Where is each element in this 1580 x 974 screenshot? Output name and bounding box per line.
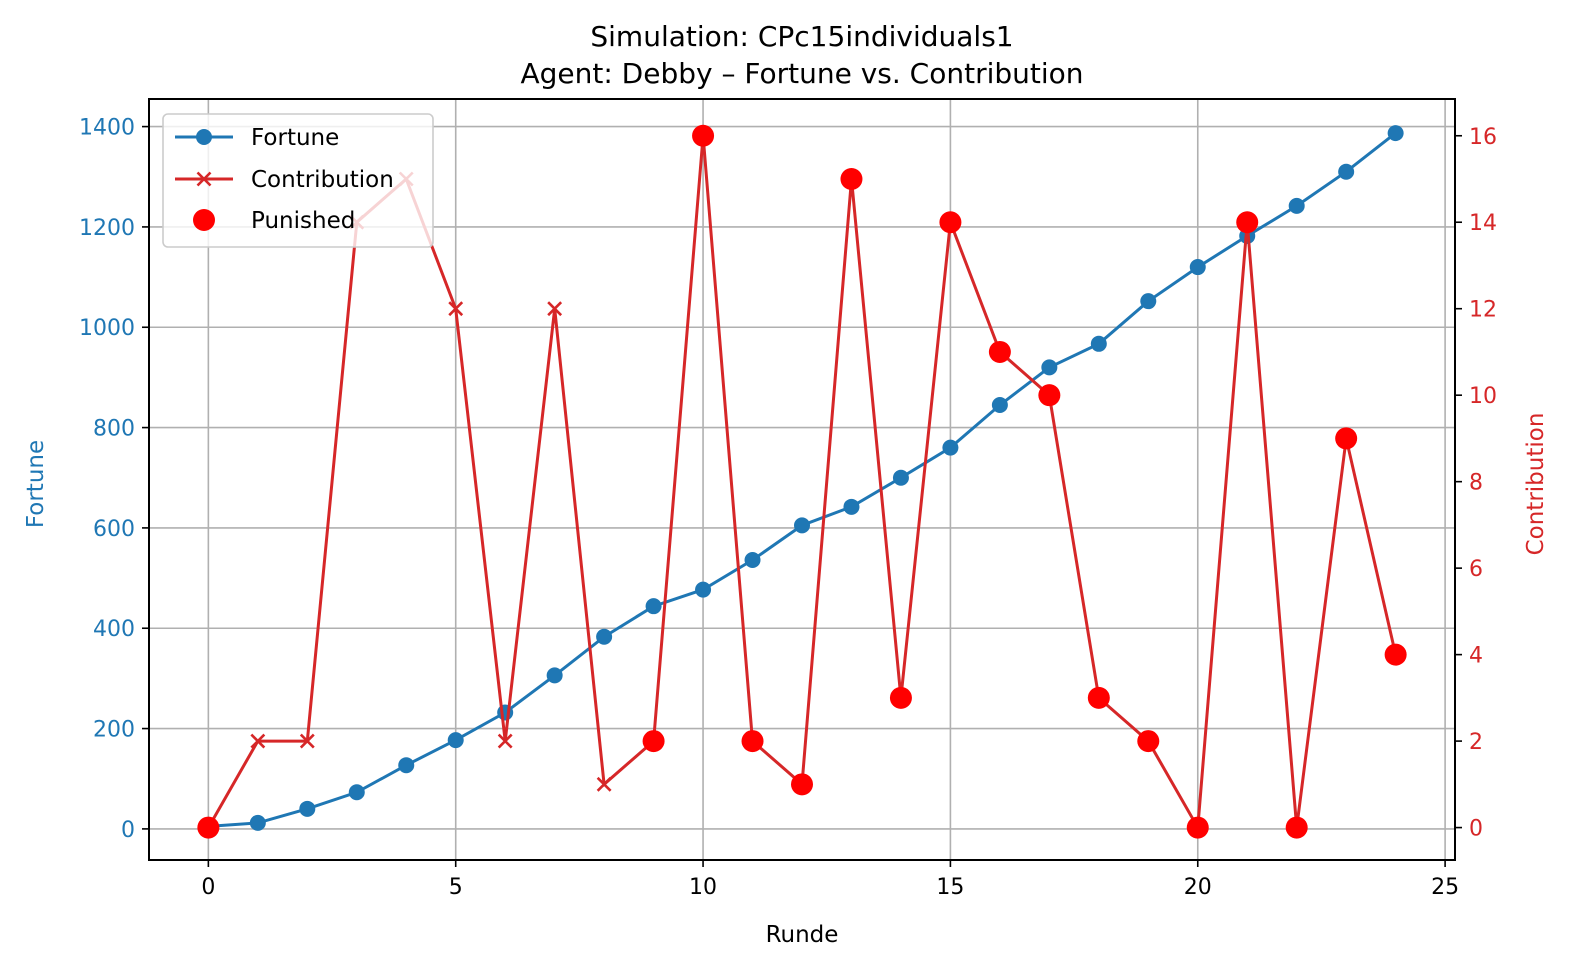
fortune-point [546, 667, 563, 684]
x-axis-label: Runde [766, 922, 839, 948]
y-left-tick-label: 0 [121, 818, 135, 843]
punished-point [988, 340, 1011, 363]
fortune-point [1189, 259, 1206, 276]
x-tick-label: 0 [201, 875, 215, 900]
fortune-point [596, 628, 613, 645]
y-left-tick-label: 600 [93, 517, 135, 542]
fortune-point [249, 814, 266, 831]
fortune-point [942, 439, 959, 456]
y-left-tick-label: 400 [93, 617, 135, 642]
punished-point [840, 167, 863, 190]
chart-subtitle: Agent: Debby – Fortune vs. Contribution [520, 57, 1083, 90]
fortune-point [447, 732, 464, 749]
punished-point [791, 773, 813, 796]
punished-point [1384, 643, 1407, 666]
y-right-axis-label: Contribution [1523, 413, 1549, 556]
fortune-point [1140, 293, 1157, 310]
contribution-point [299, 733, 315, 749]
legend-fortune-marker [196, 129, 212, 145]
y-left-tick-label: 200 [93, 718, 135, 743]
punished-point [692, 124, 715, 147]
fortune-point [1090, 335, 1107, 352]
contribution-point [448, 301, 464, 317]
y-left-tick-label: 800 [93, 417, 135, 442]
y-right-tick-label: 10 [1469, 384, 1497, 409]
y-right-tick-label: 2 [1469, 730, 1483, 755]
punished-point [1285, 816, 1308, 839]
y-right-tick-label: 4 [1469, 644, 1483, 669]
fortune-point [892, 469, 909, 486]
contribution-point [497, 733, 513, 749]
punished-point [939, 211, 962, 234]
x-tick-label: 5 [449, 875, 463, 900]
fortune-point [1338, 163, 1355, 180]
y-right-tick-label: 6 [1469, 557, 1483, 582]
x-tick-label: 25 [1431, 875, 1459, 900]
x-tick-label: 15 [936, 875, 964, 900]
legend-contribution-label: Contribution [251, 167, 394, 193]
x-tick-label: 10 [689, 875, 717, 900]
fortune-point [794, 517, 810, 534]
plot-frame [148, 98, 1456, 861]
legend: Fortune Contribution Punished [162, 113, 434, 248]
legend-punished-marker [193, 209, 215, 231]
fortune-point [645, 598, 662, 615]
legend-punished-label: Punished [251, 208, 355, 234]
fortune-point [1041, 359, 1058, 376]
y-right-tick-label: 0 [1469, 817, 1483, 842]
punished-point [1087, 686, 1110, 709]
fortune-point [744, 552, 761, 569]
y-right-tick-label: 12 [1469, 298, 1497, 323]
y-right-tick-label: 14 [1469, 211, 1497, 236]
punished-point [197, 816, 220, 839]
punished-point [1236, 211, 1259, 234]
y-left-tick-label: 1400 [79, 116, 135, 141]
chart-title: Simulation: CPc15individuals1 [590, 20, 1013, 53]
punished-point [1186, 816, 1209, 839]
axes: 0 5 10 15 20 25 0 200 400 600 800 1000 1200 1400 0 2 4 6 8… [79, 98, 1497, 900]
fortune-point [1387, 125, 1404, 142]
legend-fortune-label: Fortune [251, 125, 339, 151]
punished-point [1335, 427, 1358, 450]
punished-point [1137, 730, 1160, 753]
fortune-point [299, 800, 316, 817]
y-left-tick-label: 1200 [79, 216, 135, 241]
fortune-point [398, 757, 415, 774]
legend-contribution-marker [196, 171, 212, 187]
legend-box [162, 113, 434, 248]
punished-point [741, 730, 764, 753]
y-left-tick-label: 1000 [79, 316, 135, 341]
x-tick-label: 20 [1184, 875, 1212, 900]
punished-point [642, 730, 665, 753]
fortune-point [991, 397, 1008, 414]
punished-point [889, 686, 912, 709]
fortune-point [497, 704, 514, 721]
punished-point [1038, 384, 1061, 407]
contribution-point [596, 776, 612, 792]
contribution-point [250, 733, 266, 749]
contribution-point [547, 301, 563, 317]
y-left-axis-label: Fortune [23, 440, 49, 528]
fortune-point [695, 581, 712, 598]
y-right-tick-label: 16 [1469, 125, 1497, 150]
fortune-point [843, 498, 860, 515]
fortune-point [1288, 197, 1305, 214]
fortune-point [348, 784, 365, 801]
y-right-tick-label: 8 [1469, 471, 1483, 496]
